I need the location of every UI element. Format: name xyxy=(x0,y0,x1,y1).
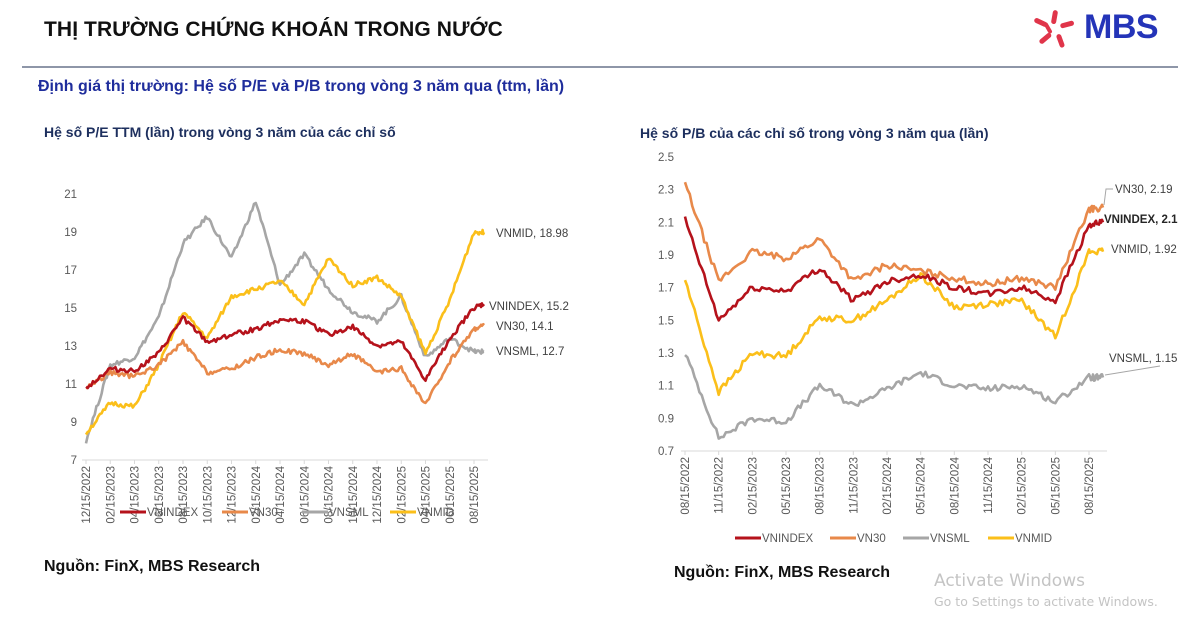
vn30-end-label: VN30, 2.19 xyxy=(1115,184,1173,196)
legend-label-vnmid: VNMID xyxy=(417,507,454,519)
y-tick-label: 19 xyxy=(64,227,77,239)
x-tick-label: 11/15/2022 xyxy=(714,457,726,514)
x-tick-label: 12/15/2024 xyxy=(372,465,384,523)
x-tick-label: 08/15/2023 xyxy=(815,457,827,515)
legend-label-vnsml: VNSML xyxy=(329,507,369,519)
y-tick-label: 17 xyxy=(64,265,77,277)
activate-windows-hint: Go to Settings to activate Windows. xyxy=(934,594,1158,609)
logo-text: MBS xyxy=(1084,8,1159,46)
y-tick-label: 2.5 xyxy=(658,152,674,164)
x-tick-label: 05/15/2023 xyxy=(781,457,793,515)
x-tick-label: 10/15/2024 xyxy=(348,465,360,523)
x-tick-label: 04/15/2023 xyxy=(130,466,142,524)
x-tick-label: 06/15/2023 xyxy=(154,466,166,524)
y-tick-label: 1.1 xyxy=(658,381,674,393)
vnindex-end-label: VNINDEX, 2.1 xyxy=(1104,214,1178,226)
x-tick-label: 10/15/2023 xyxy=(202,466,214,524)
x-tick-label: 05/15/2025 xyxy=(1050,457,1062,515)
pb-source-note: Nguồn: FinX, MBS Research xyxy=(674,564,891,581)
y-tick-label: 11 xyxy=(65,379,77,391)
y-tick-label: 0.7 xyxy=(658,446,674,458)
x-tick-label: 11/15/2024 xyxy=(983,456,995,513)
vn30-line xyxy=(683,181,1105,291)
legend-label-vnindex: VNINDEX xyxy=(762,533,813,545)
vnsml-end-label: VNSML, 12.7 xyxy=(496,346,564,358)
vnindex-line xyxy=(683,216,1105,322)
legend-label-vnindex: VNINDEX xyxy=(147,507,198,519)
vnmid-line xyxy=(683,247,1105,397)
x-tick-label: 02/15/2025 xyxy=(396,466,408,524)
vnmid-end-label: VNMID, 1.92 xyxy=(1111,244,1177,256)
vnsml-line xyxy=(84,201,485,444)
vnmid-line xyxy=(84,228,486,436)
mbs-logo: MBS xyxy=(1030,6,1180,50)
y-tick-label: 21 xyxy=(64,189,77,201)
x-tick-label: 02/15/2024 xyxy=(251,465,263,523)
x-tick-label: 06/15/2025 xyxy=(445,466,457,524)
label-leader-line xyxy=(1103,188,1113,206)
x-tick-label: 04/15/2024 xyxy=(275,465,287,523)
vnindex-end-label: VNINDEX, 15.2 xyxy=(489,301,569,313)
vnindex-line xyxy=(85,302,486,390)
x-tick-label: 11/15/2023 xyxy=(848,457,860,514)
header-divider xyxy=(22,66,1178,68)
y-tick-label: 1.3 xyxy=(658,348,674,360)
pe-chart-title: Hệ số P/E TTM (lần) trong vòng 3 năm của… xyxy=(44,124,396,140)
x-tick-label: 02/15/2025 xyxy=(1017,457,1029,515)
legend-label-vn30: VN30 xyxy=(249,507,278,519)
x-tick-label: 08/15/2025 xyxy=(1084,457,1096,515)
x-tick-label: 12/15/2023 xyxy=(227,466,239,524)
x-tick-label: 08/15/2025 xyxy=(469,466,481,524)
legend-label-vnsml: VNSML xyxy=(930,533,970,545)
label-leader-line xyxy=(1104,365,1161,376)
pe-chart: 7 9 11 13 15 17 19 21 12/15/2022 02/15/2023 04/15/… xyxy=(64,189,569,524)
vnsml-end-label: VNSML, 1.15 xyxy=(1109,353,1177,365)
y-tick-label: 13 xyxy=(64,341,77,353)
legend-label-vnmid: VNMID xyxy=(1015,533,1052,545)
x-tick-label: 02/15/2023 xyxy=(105,466,117,524)
pb-chart-title: Hệ số P/B của các chỉ số trong vòng 3 nă… xyxy=(640,125,989,141)
y-tick-label: 2.1 xyxy=(658,217,674,229)
pb-chart: 0.7 0.9 1.1 1.3 1.5 1.7 1.9 2.1 2.3 2.5 08/15/2022… xyxy=(658,152,1178,545)
y-tick-label: 1.9 xyxy=(658,250,674,262)
pe-source-note: Nguồn: FinX, MBS Research xyxy=(44,558,261,575)
x-tick-label: 08/15/2024 xyxy=(324,465,336,523)
y-tick-label: 0.9 xyxy=(658,413,674,425)
x-tick-label: 08/15/2024 xyxy=(949,456,961,514)
y-tick-label: 1.5 xyxy=(658,315,674,327)
y-tick-label: 7 xyxy=(71,455,77,467)
vn30-line xyxy=(86,322,486,405)
page-title: THỊ TRƯỜNG CHỨNG KHOÁN TRONG NƯỚC xyxy=(44,18,503,41)
x-tick-label: 12/15/2022 xyxy=(81,466,93,524)
y-tick-label: 1.7 xyxy=(658,283,674,295)
legend-label-vn30: VN30 xyxy=(857,533,886,545)
activate-windows-title: Activate Windows xyxy=(934,571,1085,591)
vnmid-end-label: VNMID, 18.98 xyxy=(496,228,568,240)
y-tick-label: 9 xyxy=(71,417,77,429)
x-tick-label: 06/15/2024 xyxy=(299,465,311,523)
vn30-end-label: VN30, 14.1 xyxy=(496,321,554,333)
y-tick-label: 15 xyxy=(64,303,77,315)
x-tick-label: 04/15/2025 xyxy=(421,466,433,524)
x-tick-label: 08/15/2023 xyxy=(178,466,190,524)
x-tick-label: 05/15/2024 xyxy=(916,456,928,514)
x-tick-label: 02/15/2023 xyxy=(747,457,759,515)
star-burst-icon xyxy=(1034,10,1074,48)
x-tick-label: 08/15/2022 xyxy=(680,457,692,515)
y-tick-label: 2.3 xyxy=(658,185,674,197)
vnsml-line xyxy=(684,354,1105,440)
section-subtitle: Định giá thị trường: Hệ số P/E và P/B tr… xyxy=(38,78,565,95)
x-tick-label: 02/15/2024 xyxy=(882,456,894,514)
